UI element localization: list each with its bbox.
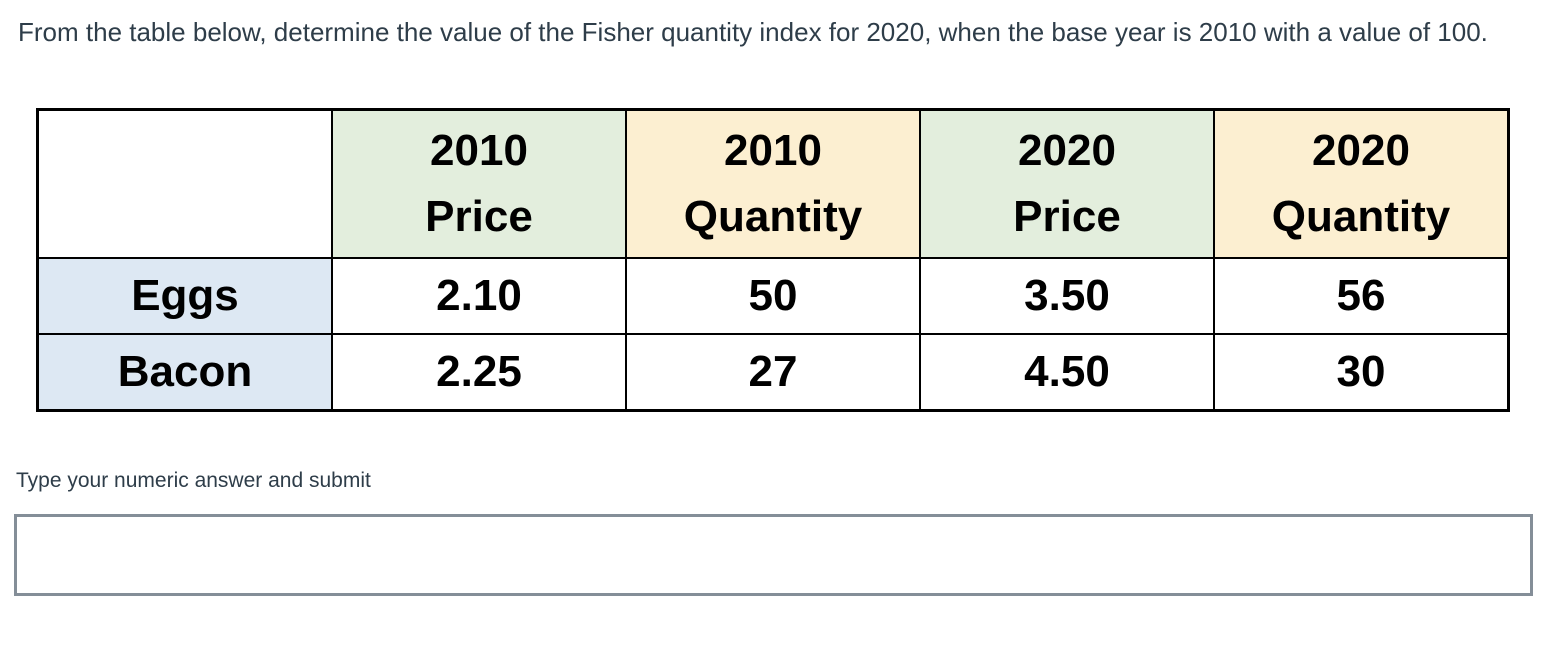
cell-eggs-2020-price: 3.50 [919,257,1215,335]
table-row: Bacon 2.25 27 4.50 30 [36,333,1510,412]
header-cell-2020-quantity: 2020 Quantity [1213,108,1510,259]
header-cell-2020-price: 2020 Price [919,108,1215,259]
cell-bacon-2010-price: 2.25 [331,333,627,412]
header-year: 2010 [724,126,822,175]
table-row: Eggs 2.10 50 3.50 56 [36,257,1510,335]
header-cell-empty [36,108,333,259]
header-label: Quantity [1271,192,1451,241]
numeric-answer-input[interactable] [14,514,1533,596]
cell-eggs-2010-quantity: 50 [625,257,921,335]
cell-bacon-2020-quantity: 30 [1213,333,1510,412]
cell-eggs-2010-price: 2.10 [331,257,627,335]
data-table: 2010 Price 2010 Quantity 2020 Price 2020… [36,108,1510,412]
table-header-row: 2010 Price 2010 Quantity 2020 Price 2020… [36,108,1510,259]
cell-eggs-2020-quantity: 56 [1213,257,1510,335]
answer-instruction: Type your numeric answer and submit [16,469,371,492]
header-cell-2010-price: 2010 Price [331,108,627,259]
header-label: Price [1013,192,1121,241]
row-label-bacon: Bacon [36,333,333,412]
row-label-eggs: Eggs [36,257,333,335]
header-year: 2020 [1018,126,1116,175]
header-year: 2010 [430,126,528,175]
header-label: Price [425,192,533,241]
question-text: From the table below, determine the valu… [18,17,1488,47]
header-cell-2010-quantity: 2010 Quantity [625,108,921,259]
cell-bacon-2010-quantity: 27 [625,333,921,412]
header-year: 2020 [1312,126,1410,175]
header-label: Quantity [683,192,863,241]
cell-bacon-2020-price: 4.50 [919,333,1215,412]
